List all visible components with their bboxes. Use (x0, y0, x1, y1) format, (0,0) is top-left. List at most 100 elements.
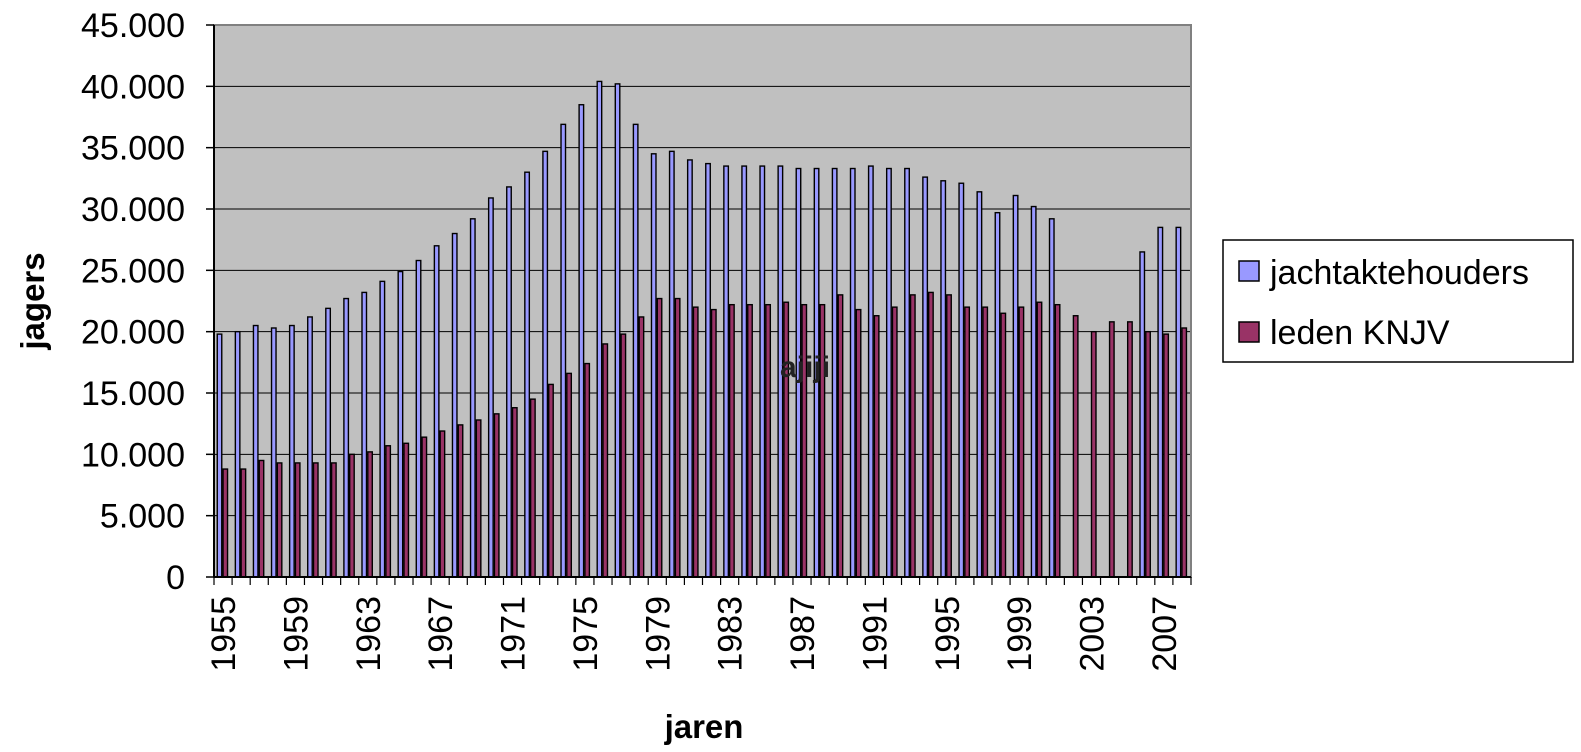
x-axis-title: jaren (664, 708, 744, 745)
bar-leden-knjv (964, 306, 971, 578)
bar-jachtaktehouders (542, 150, 549, 578)
bar-jachtaktehouders (922, 176, 929, 578)
bar-leden-knjv (765, 303, 772, 578)
x-tick-label: 2003 (1074, 596, 1112, 672)
legend-swatch-leden-knjv (1238, 321, 1260, 343)
bar-jachtaktehouders (451, 232, 458, 578)
x-tick-label: 1995 (929, 596, 967, 672)
bar-leden-knjv (439, 430, 446, 578)
bar-leden-knjv (927, 291, 934, 578)
bar-leden-knjv (1145, 330, 1151, 578)
bar-leden-knjv (674, 297, 681, 578)
bar-leden-knjv (783, 301, 790, 578)
bar-leden-knjv (330, 462, 337, 578)
bar-leden-knjv (946, 294, 952, 578)
bar-jachtaktehouders (234, 330, 241, 578)
bar-jachtaktehouders (1157, 226, 1164, 578)
bar-jachtaktehouders (506, 186, 512, 578)
bar-jachtaktehouders (705, 162, 711, 578)
bar-jachtaktehouders (361, 291, 368, 578)
bar-jachtaktehouders (904, 167, 910, 578)
bar-leden-knjv (873, 315, 880, 578)
bar-jachtaktehouders (1175, 226, 1182, 578)
bar-jachtaktehouders (1030, 205, 1037, 578)
legend-label-leden-knjv: leden KNJV (1270, 314, 1450, 352)
legend-box (1222, 239, 1574, 363)
y-tick-label: 10.000 (81, 436, 185, 474)
bar-jachtaktehouders (379, 280, 386, 578)
bar-jachtaktehouders (560, 123, 567, 578)
y-tick-label: 35.000 (81, 130, 185, 168)
bar-jachtaktehouders (1012, 194, 1019, 578)
bar-leden-knjv (475, 419, 482, 578)
bar-jachtaktehouders (940, 180, 947, 578)
bar-leden-knjv (1108, 321, 1115, 578)
x-tick-label: 1991 (856, 596, 894, 672)
legend-swatch-jachtaktehouders (1238, 260, 1260, 282)
bar-leden-knjv (656, 297, 663, 578)
bar-jachtaktehouders (325, 307, 332, 578)
bar-jachtaktehouders (1139, 251, 1146, 578)
bar-leden-knjv (837, 294, 844, 578)
bar-leden-knjv (258, 459, 265, 578)
bar-leden-knjv (566, 372, 573, 578)
bar-leden-knjv (1072, 315, 1079, 578)
bar-leden-knjv (728, 303, 735, 578)
bar-jachtaktehouders (433, 245, 440, 578)
y-tick-label: 0 (166, 559, 185, 597)
x-tick-label: 1987 (784, 596, 822, 672)
bar-leden-knjv (548, 383, 554, 578)
annotation-ajiji: ajiji (780, 351, 830, 384)
y-axis-title: jagers (14, 252, 51, 350)
bar-leden-knjv (602, 343, 609, 578)
bar-jachtaktehouders (397, 270, 404, 578)
bar-leden-knjv (710, 308, 717, 578)
bar-leden-knjv (367, 451, 373, 578)
plot-area (214, 25, 1191, 577)
x-tick-label: 1979 (639, 596, 677, 672)
bar-leden-knjv (620, 333, 627, 578)
bar-jachtaktehouders (596, 80, 603, 578)
bar-jachtaktehouders (469, 218, 476, 578)
x-tick-label: 1971 (495, 596, 533, 672)
bar-jachtaktehouders (307, 316, 313, 578)
bar-jachtaktehouders (759, 165, 766, 578)
bar-jachtaktehouders (487, 197, 494, 578)
bar-jachtaktehouders (831, 167, 838, 578)
bar-leden-knjv (855, 308, 862, 578)
bar-leden-knjv (1018, 306, 1025, 578)
bar-jachtaktehouders (958, 182, 965, 578)
bar-jachtaktehouders (686, 159, 693, 578)
x-tick-label: 2007 (1146, 596, 1184, 672)
bar-jachtaktehouders (1048, 218, 1055, 578)
bar-jachtaktehouders (578, 104, 585, 578)
bar-jachtaktehouders (343, 297, 350, 578)
y-tick-label: 20.000 (81, 314, 185, 352)
bar-leden-knjv (891, 306, 898, 578)
bar-leden-knjv (529, 398, 536, 578)
bar-leden-knjv (909, 294, 916, 578)
y-tick-label: 40.000 (81, 68, 185, 106)
y-tick-label: 25.000 (81, 252, 185, 290)
bar-leden-knjv (511, 407, 518, 578)
x-tick-label: 1975 (567, 596, 605, 672)
bar-leden-knjv (692, 306, 699, 578)
y-tick-label: 30.000 (81, 191, 185, 229)
y-tick-label: 5.000 (100, 498, 185, 536)
x-tick-label: 1983 (712, 596, 750, 672)
bar-leden-knjv (1181, 327, 1188, 578)
x-tick-label: 1999 (1001, 596, 1039, 672)
bar-leden-knjv (276, 462, 283, 578)
bar-jachtaktehouders (415, 259, 422, 578)
bar-leden-knjv (1054, 303, 1061, 578)
bar-leden-knjv (457, 424, 464, 578)
bar-leden-knjv (801, 303, 808, 578)
bar-leden-knjv (403, 442, 410, 578)
bar-jachtaktehouders (632, 123, 639, 578)
bar-leden-knjv (348, 453, 355, 578)
bar-leden-knjv (421, 436, 428, 578)
bar-jachtaktehouders (252, 324, 259, 578)
bar-jachtaktehouders (885, 167, 892, 578)
bar-jachtaktehouders (216, 333, 223, 578)
